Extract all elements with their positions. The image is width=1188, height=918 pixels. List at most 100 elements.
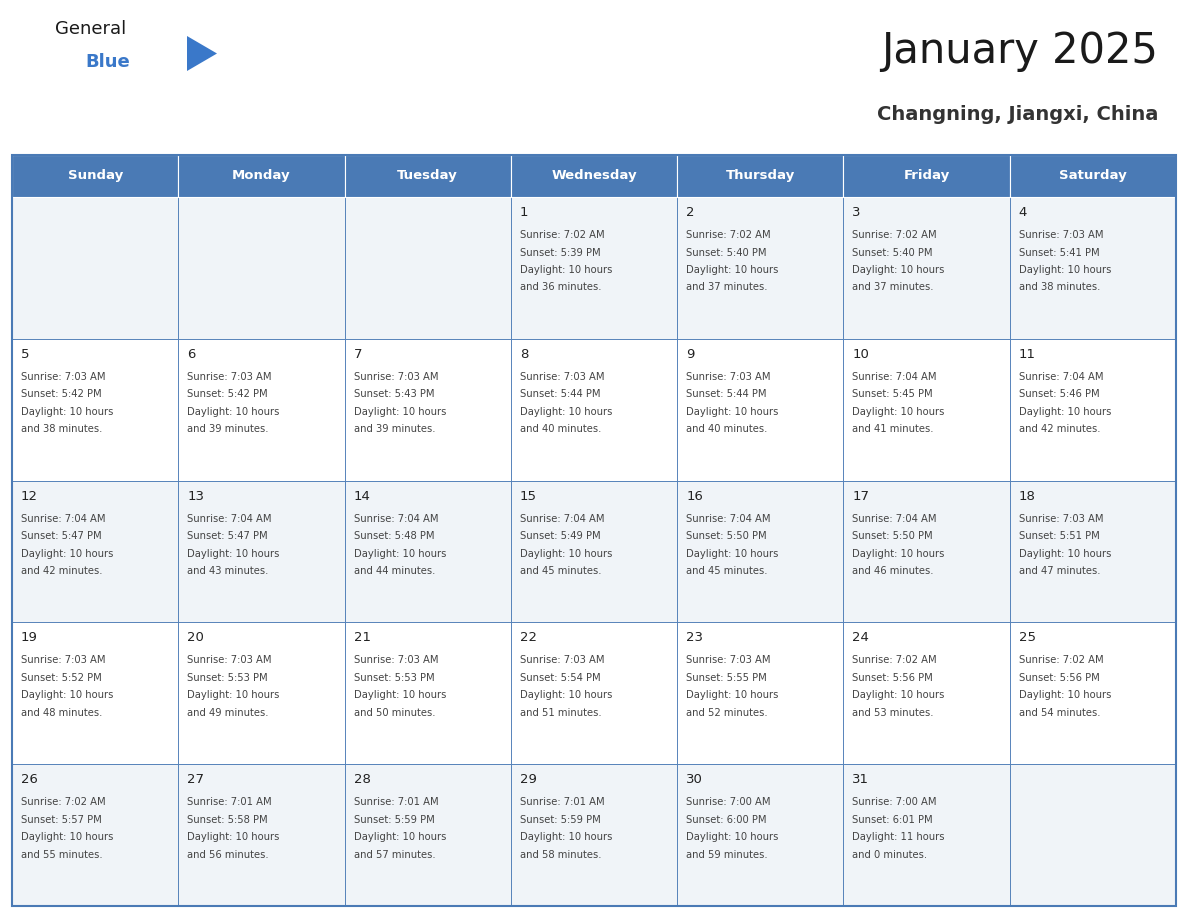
Text: 31: 31: [853, 773, 870, 786]
Text: and 37 minutes.: and 37 minutes.: [687, 283, 767, 293]
Text: Sunrise: 7:01 AM: Sunrise: 7:01 AM: [520, 797, 605, 807]
Text: Sunrise: 7:03 AM: Sunrise: 7:03 AM: [188, 372, 272, 382]
Text: 30: 30: [687, 773, 703, 786]
Text: Sunset: 5:58 PM: Sunset: 5:58 PM: [188, 814, 268, 824]
Text: Sunrise: 7:03 AM: Sunrise: 7:03 AM: [1019, 513, 1104, 523]
Text: and 54 minutes.: and 54 minutes.: [1019, 708, 1100, 718]
Text: and 43 minutes.: and 43 minutes.: [188, 566, 268, 577]
Bar: [178, 481, 345, 622]
Text: January 2025: January 2025: [881, 30, 1158, 72]
Text: Sunset: 5:57 PM: Sunset: 5:57 PM: [21, 814, 102, 824]
Bar: [12, 155, 178, 197]
Text: Daylight: 10 hours: Daylight: 10 hours: [21, 833, 113, 842]
Text: 27: 27: [188, 773, 204, 786]
Bar: [345, 155, 511, 197]
Text: Daylight: 10 hours: Daylight: 10 hours: [1019, 549, 1111, 558]
Bar: [843, 764, 1010, 906]
Text: Sunrise: 7:03 AM: Sunrise: 7:03 AM: [520, 372, 605, 382]
Text: Sunrise: 7:03 AM: Sunrise: 7:03 AM: [354, 372, 438, 382]
Text: Sunset: 5:42 PM: Sunset: 5:42 PM: [21, 389, 102, 399]
Bar: [1010, 197, 1176, 339]
Text: and 53 minutes.: and 53 minutes.: [853, 708, 934, 718]
Bar: [345, 764, 511, 906]
Text: 1: 1: [520, 206, 529, 219]
Text: Sunset: 5:56 PM: Sunset: 5:56 PM: [853, 673, 934, 683]
Text: Daylight: 10 hours: Daylight: 10 hours: [687, 407, 778, 417]
Text: Daylight: 10 hours: Daylight: 10 hours: [520, 549, 612, 558]
Text: Sunset: 5:40 PM: Sunset: 5:40 PM: [853, 248, 933, 258]
Text: Sunrise: 7:04 AM: Sunrise: 7:04 AM: [520, 513, 605, 523]
Text: Sunrise: 7:04 AM: Sunrise: 7:04 AM: [853, 372, 937, 382]
Text: Sunrise: 7:00 AM: Sunrise: 7:00 AM: [853, 797, 937, 807]
Text: Saturday: Saturday: [1059, 170, 1126, 183]
Text: Daylight: 10 hours: Daylight: 10 hours: [188, 407, 279, 417]
Text: Sunset: 5:59 PM: Sunset: 5:59 PM: [520, 814, 601, 824]
Text: Sunset: 5:51 PM: Sunset: 5:51 PM: [1019, 532, 1099, 541]
Text: and 38 minutes.: and 38 minutes.: [21, 424, 102, 434]
Text: 11: 11: [1019, 348, 1036, 361]
Bar: [12, 622, 178, 764]
Bar: [843, 622, 1010, 764]
Text: and 42 minutes.: and 42 minutes.: [1019, 424, 1100, 434]
Text: Sunrise: 7:01 AM: Sunrise: 7:01 AM: [354, 797, 438, 807]
Text: Blue: Blue: [86, 53, 129, 71]
Text: Monday: Monday: [232, 170, 291, 183]
Text: Sunrise: 7:04 AM: Sunrise: 7:04 AM: [21, 513, 106, 523]
Text: Changning, Jiangxi, China: Changning, Jiangxi, China: [877, 105, 1158, 124]
Text: Thursday: Thursday: [726, 170, 795, 183]
Text: Daylight: 10 hours: Daylight: 10 hours: [1019, 407, 1111, 417]
Text: Sunrise: 7:03 AM: Sunrise: 7:03 AM: [21, 655, 106, 666]
Text: Sunset: 5:54 PM: Sunset: 5:54 PM: [520, 673, 600, 683]
Text: and 36 minutes.: and 36 minutes.: [520, 283, 601, 293]
Bar: [178, 197, 345, 339]
Text: 14: 14: [354, 489, 371, 502]
Text: Sunrise: 7:03 AM: Sunrise: 7:03 AM: [188, 655, 272, 666]
Bar: [12, 197, 178, 339]
Text: Daylight: 10 hours: Daylight: 10 hours: [354, 549, 446, 558]
Text: and 58 minutes.: and 58 minutes.: [520, 850, 601, 859]
Text: Sunset: 5:44 PM: Sunset: 5:44 PM: [520, 389, 600, 399]
Text: Daylight: 10 hours: Daylight: 10 hours: [21, 549, 113, 558]
Text: and 39 minutes.: and 39 minutes.: [354, 424, 435, 434]
Bar: [677, 339, 843, 481]
Text: and 44 minutes.: and 44 minutes.: [354, 566, 435, 577]
Text: 18: 18: [1019, 489, 1036, 502]
Text: Sunrise: 7:04 AM: Sunrise: 7:04 AM: [1019, 372, 1104, 382]
Text: and 48 minutes.: and 48 minutes.: [21, 708, 102, 718]
Text: Daylight: 10 hours: Daylight: 10 hours: [853, 265, 944, 275]
Text: Sunset: 5:41 PM: Sunset: 5:41 PM: [1019, 248, 1099, 258]
Text: 2: 2: [687, 206, 695, 219]
Text: 19: 19: [21, 632, 38, 644]
Text: Sunrise: 7:02 AM: Sunrise: 7:02 AM: [687, 230, 771, 240]
Text: Sunset: 5:50 PM: Sunset: 5:50 PM: [687, 532, 766, 541]
Text: Daylight: 10 hours: Daylight: 10 hours: [687, 690, 778, 700]
Text: Daylight: 10 hours: Daylight: 10 hours: [853, 690, 944, 700]
Text: Sunset: 5:45 PM: Sunset: 5:45 PM: [853, 389, 933, 399]
Text: Daylight: 10 hours: Daylight: 10 hours: [687, 265, 778, 275]
Text: Sunset: 5:53 PM: Sunset: 5:53 PM: [188, 673, 268, 683]
Text: Daylight: 10 hours: Daylight: 10 hours: [188, 690, 279, 700]
Text: 8: 8: [520, 348, 529, 361]
Text: Daylight: 10 hours: Daylight: 10 hours: [853, 407, 944, 417]
Text: and 51 minutes.: and 51 minutes.: [520, 708, 601, 718]
Text: Sunset: 5:47 PM: Sunset: 5:47 PM: [188, 532, 268, 541]
Text: Sunset: 5:52 PM: Sunset: 5:52 PM: [21, 673, 102, 683]
Text: Sunrise: 7:00 AM: Sunrise: 7:00 AM: [687, 797, 771, 807]
Text: 9: 9: [687, 348, 695, 361]
Text: and 50 minutes.: and 50 minutes.: [354, 708, 435, 718]
Bar: [677, 764, 843, 906]
Text: Sunrise: 7:01 AM: Sunrise: 7:01 AM: [188, 797, 272, 807]
Text: 3: 3: [853, 206, 861, 219]
Text: 7: 7: [354, 348, 362, 361]
Bar: [843, 155, 1010, 197]
Text: Daylight: 11 hours: Daylight: 11 hours: [853, 833, 944, 842]
Text: Sunset: 5:44 PM: Sunset: 5:44 PM: [687, 389, 766, 399]
Text: and 47 minutes.: and 47 minutes.: [1019, 566, 1100, 577]
Text: Wednesday: Wednesday: [551, 170, 637, 183]
Bar: [1010, 155, 1176, 197]
Text: and 46 minutes.: and 46 minutes.: [853, 566, 934, 577]
Bar: [511, 764, 677, 906]
Bar: [178, 155, 345, 197]
Text: Sunrise: 7:02 AM: Sunrise: 7:02 AM: [853, 655, 937, 666]
Bar: [12, 764, 178, 906]
